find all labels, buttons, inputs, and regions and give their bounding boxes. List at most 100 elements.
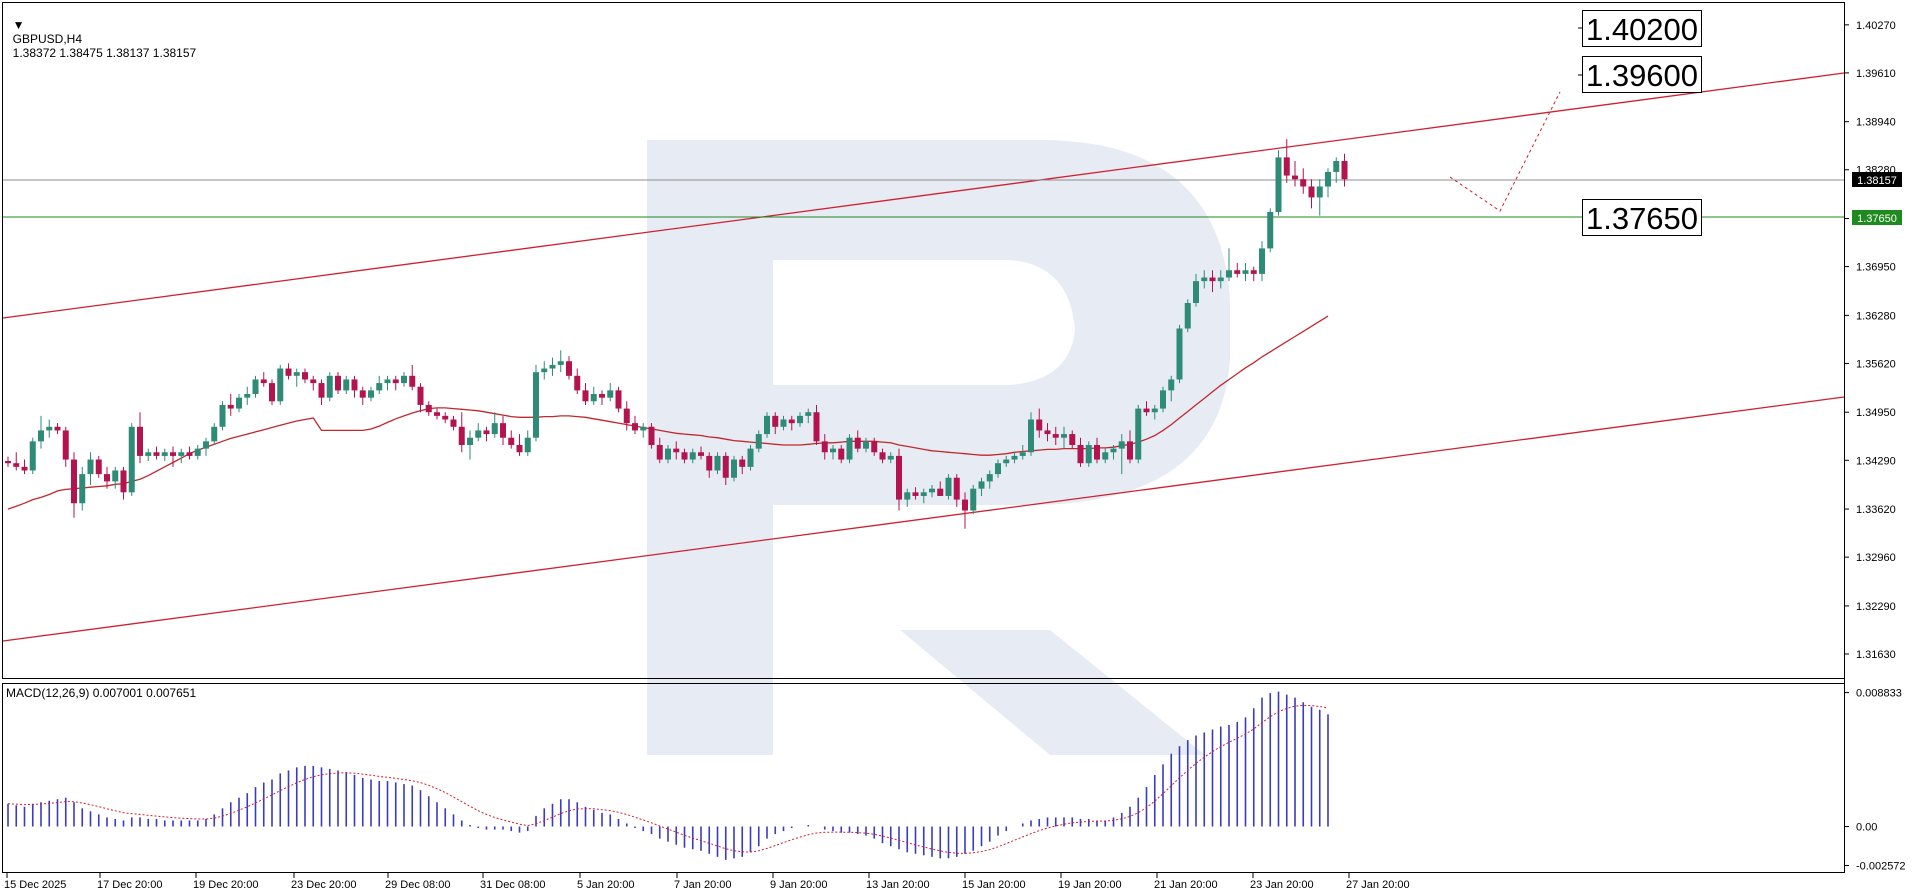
candle xyxy=(161,448,168,462)
candle-body xyxy=(879,452,886,460)
candle-body xyxy=(896,455,902,500)
candle-body xyxy=(1275,157,1282,212)
candle-body xyxy=(1003,459,1010,464)
candle xyxy=(244,386,251,405)
candle xyxy=(871,437,878,456)
y-tick-label: 1.32290 xyxy=(1856,601,1896,613)
candle-body xyxy=(929,488,935,493)
candle xyxy=(71,452,77,518)
candle-body xyxy=(1250,270,1257,274)
candle-body xyxy=(689,452,696,460)
candle xyxy=(896,448,902,511)
candle xyxy=(1028,412,1034,456)
candle xyxy=(62,426,69,467)
candle xyxy=(425,401,432,416)
candle xyxy=(689,448,696,464)
candle-body xyxy=(260,379,267,384)
candle-body xyxy=(739,459,746,467)
candle-body xyxy=(698,452,704,456)
x-tick-label: 27 Jan 20:00 xyxy=(1346,879,1410,891)
candle xyxy=(1102,448,1109,464)
candle-body xyxy=(830,448,836,453)
candle xyxy=(929,485,935,498)
x-tick-label: 23 Jan 20:00 xyxy=(1250,879,1314,891)
candle-body xyxy=(1110,448,1117,453)
y-tick-label: 1.34290 xyxy=(1856,455,1896,467)
candle xyxy=(1275,150,1282,216)
candle xyxy=(236,394,242,413)
callout-upper-label: 1.40200 xyxy=(1586,12,1698,47)
candle xyxy=(821,434,828,460)
candle-body xyxy=(1094,444,1100,460)
candle-body xyxy=(1135,408,1142,460)
candles-layer xyxy=(5,139,1348,529)
candle xyxy=(310,375,317,391)
candle-body xyxy=(483,430,490,435)
candle-body xyxy=(326,375,333,398)
candle xyxy=(887,452,894,464)
candle xyxy=(145,448,152,462)
candle-body xyxy=(1325,171,1331,187)
candle-body xyxy=(986,474,993,482)
candle xyxy=(1325,168,1331,198)
candle-body xyxy=(1333,161,1340,172)
candle-body xyxy=(1341,161,1348,180)
candle-body xyxy=(599,394,605,398)
candle xyxy=(351,375,358,398)
candle-body xyxy=(409,375,416,387)
candle xyxy=(95,455,102,478)
candle-body xyxy=(293,372,300,376)
candle xyxy=(219,401,226,431)
candle-body xyxy=(425,404,432,413)
candle-body xyxy=(755,434,762,449)
candle xyxy=(574,368,581,395)
candle-body xyxy=(500,423,506,438)
candle-body xyxy=(731,459,737,478)
candle xyxy=(211,423,218,445)
candle-body xyxy=(29,441,36,471)
candle-body xyxy=(1011,455,1018,460)
candle xyxy=(1242,262,1249,282)
candle-body xyxy=(1193,281,1199,303)
candle xyxy=(904,488,911,507)
x-tick-label: 15 Jan 20:00 xyxy=(962,879,1026,891)
candle-body xyxy=(285,368,292,376)
candle xyxy=(1234,262,1241,278)
candle xyxy=(854,430,861,453)
candle-body xyxy=(541,368,548,373)
candle xyxy=(1019,444,1026,460)
candle xyxy=(755,430,762,453)
candle-body xyxy=(128,426,135,493)
candle xyxy=(491,412,498,438)
y-tick-label: 1.36280 xyxy=(1856,310,1896,322)
collapse-triangle-icon[interactable]: ▼ xyxy=(12,18,25,32)
candle xyxy=(13,452,20,471)
candle-body xyxy=(244,394,251,398)
callout-upper: 1.40200 xyxy=(1578,10,1702,47)
candle xyxy=(186,446,193,460)
x-tick-label: 31 Dec 08:00 xyxy=(480,879,545,891)
candle xyxy=(731,455,737,482)
candle-body xyxy=(945,477,952,496)
candle xyxy=(475,423,482,442)
candle xyxy=(986,470,993,489)
candle xyxy=(830,444,836,460)
candle-body xyxy=(1143,408,1150,413)
candle xyxy=(533,364,539,442)
candle-body xyxy=(1077,444,1084,464)
candle-body xyxy=(995,463,1001,475)
candle xyxy=(442,412,449,424)
candle xyxy=(772,412,779,435)
candle xyxy=(458,412,465,453)
candle xyxy=(797,412,803,427)
candle-body xyxy=(1316,186,1323,198)
candle-body xyxy=(335,375,341,391)
candle-body xyxy=(186,452,193,456)
candle xyxy=(1077,437,1084,467)
candle xyxy=(1085,441,1092,467)
y-tick-label: 1.31630 xyxy=(1856,649,1896,661)
candle xyxy=(978,477,985,496)
candle xyxy=(953,474,960,507)
candle xyxy=(194,444,201,460)
candle xyxy=(1184,299,1191,333)
